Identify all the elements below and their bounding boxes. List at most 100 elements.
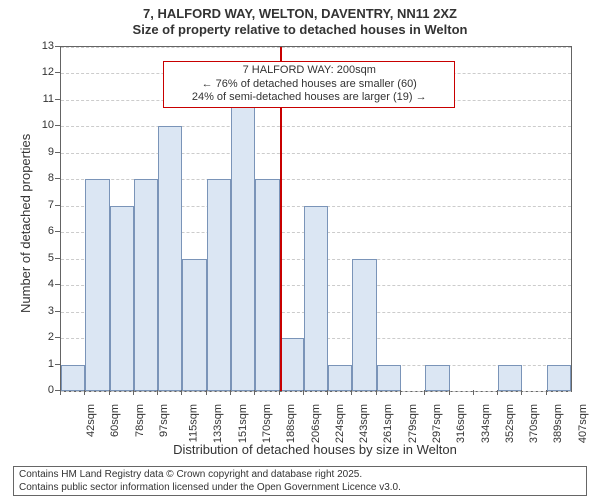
histogram-bar [328,365,352,391]
histogram-bar [61,365,85,391]
x-tick-label: 352sqm [504,404,516,443]
x-tick-label: 334sqm [480,404,492,443]
x-tick [400,390,401,395]
x-tick-label: 297sqm [431,404,443,443]
y-tick-label: 5 [34,252,54,264]
x-tick [473,390,474,395]
histogram-bar [255,179,279,391]
x-tick [327,390,328,395]
y-tick [55,125,60,126]
x-tick [521,390,522,395]
y-tick [55,99,60,100]
y-tick-label: 0 [34,384,54,396]
footer-line-2: Contains public sector information licen… [19,481,581,494]
y-tick [55,337,60,338]
x-tick-label: 133sqm [213,404,225,443]
x-tick-label: 188sqm [285,404,297,443]
x-tick [157,390,158,395]
x-tick [279,390,280,395]
x-tick-label: 170sqm [261,404,273,443]
histogram-bar [547,365,571,391]
x-tick [497,390,498,395]
y-tick-label: 12 [34,66,54,78]
x-tick [60,390,61,395]
histogram-bar [85,179,109,391]
histogram-bar [182,259,206,391]
y-tick-label: 3 [34,305,54,317]
annotation-line-3: 24% of semi-detached houses are larger (… [169,91,449,105]
plot-area: 7 HALFORD WAY: 200sqm← 76% of detached h… [60,46,572,392]
y-tick-label: 7 [34,199,54,211]
x-tick [303,390,304,395]
footer-line-1: Contains HM Land Registry data © Crown c… [19,468,581,481]
y-tick [55,178,60,179]
y-tick [55,364,60,365]
y-tick [55,284,60,285]
x-tick-label: 261sqm [383,404,395,443]
title-line-1: 7, HALFORD WAY, WELTON, DAVENTRY, NN11 2… [0,6,600,22]
y-tick-label: 10 [34,119,54,131]
y-tick-label: 13 [34,40,54,52]
x-tick [254,390,255,395]
x-tick-label: 370sqm [528,404,540,443]
x-tick-label: 389sqm [553,404,565,443]
histogram-bar [498,365,522,391]
y-tick [55,205,60,206]
y-tick-label: 11 [34,93,54,105]
x-tick [351,390,352,395]
y-tick-label: 9 [34,146,54,158]
x-tick-label: 97sqm [158,404,170,437]
y-tick-label: 4 [34,278,54,290]
annotation-box: 7 HALFORD WAY: 200sqm← 76% of detached h… [163,61,455,108]
x-tick [84,390,85,395]
x-tick-label: 206sqm [310,404,322,443]
x-tick [133,390,134,395]
y-tick-label: 6 [34,225,54,237]
y-axis-label: Number of detached properties [18,134,33,313]
annotation-line-1: 7 HALFORD WAY: 200sqm [169,64,449,78]
y-tick-label: 8 [34,172,54,184]
attribution-footer: Contains HM Land Registry data © Crown c… [13,466,587,496]
histogram-bar [134,179,158,391]
y-tick [55,258,60,259]
histogram-bar [425,365,449,391]
gridline [61,126,571,127]
gridline [61,47,571,48]
x-tick-label: 115sqm [187,404,199,442]
y-tick [55,46,60,47]
y-tick [55,72,60,73]
x-tick-label: 151sqm [237,404,249,443]
histogram-bar [110,206,134,391]
x-tick-label: 243sqm [358,404,370,443]
histogram-bar [158,126,182,391]
gridline [61,391,571,392]
x-tick [376,390,377,395]
histogram-bar [304,206,328,391]
title-line-2: Size of property relative to detached ho… [0,22,600,38]
x-tick-label: 279sqm [407,404,419,443]
histogram-bar [377,365,401,391]
y-tick [55,311,60,312]
histogram-bar [207,179,231,391]
x-tick-label: 78sqm [134,404,146,437]
x-tick-label: 224sqm [334,404,346,443]
histogram-bar [352,259,376,391]
x-tick-label: 407sqm [577,404,589,443]
y-tick-label: 2 [34,331,54,343]
x-tick [424,390,425,395]
x-tick [449,390,450,395]
gridline [61,153,571,154]
chart-title-block: 7, HALFORD WAY, WELTON, DAVENTRY, NN11 2… [0,6,600,39]
histogram-bar [280,338,304,391]
histogram-bar [231,100,255,391]
y-tick-label: 1 [34,358,54,370]
x-tick [546,390,547,395]
x-tick-label: 42sqm [85,404,97,437]
x-tick [230,390,231,395]
y-tick [55,231,60,232]
x-tick-label: 60sqm [109,404,121,437]
x-tick-label: 316sqm [455,404,467,443]
x-tick [206,390,207,395]
annotation-line-2: ← 76% of detached houses are smaller (60… [169,78,449,92]
x-axis-label: Distribution of detached houses by size … [60,442,570,457]
